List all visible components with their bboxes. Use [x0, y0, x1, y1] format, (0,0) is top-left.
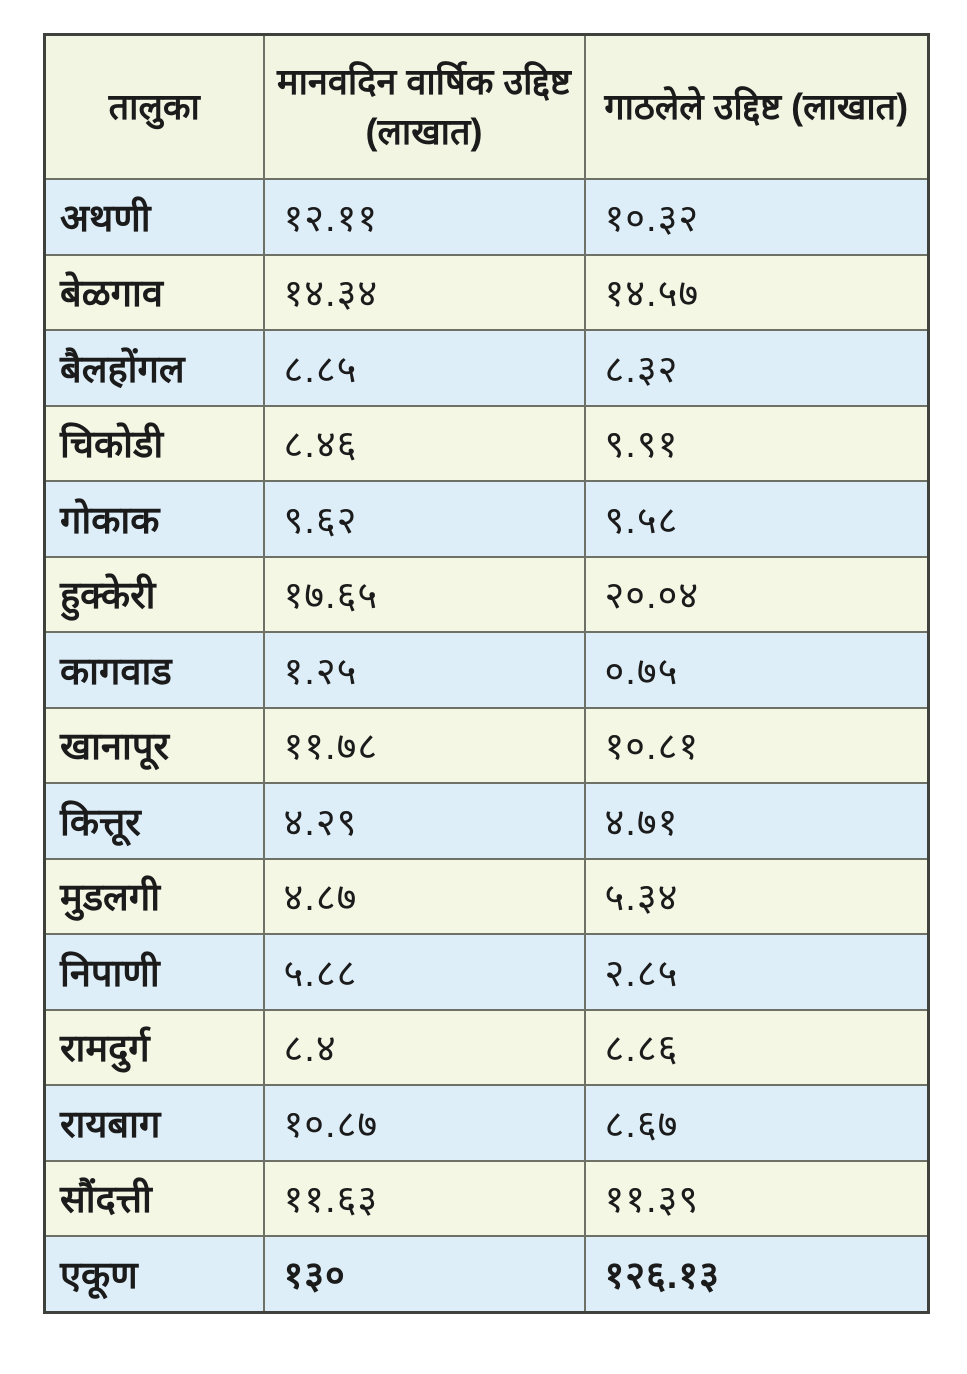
- annual-target-cell: १०.८७: [262, 1084, 586, 1162]
- taluka-cell: बेळगाव: [43, 253, 265, 331]
- table-row: अथणी १२.११ १०.३२: [43, 178, 930, 256]
- taluka-target-table: तालुका मानवदिन वार्षिक उद्दिष्ट (लाखात) …: [43, 33, 930, 1314]
- table-row: रामदुर्ग ८.४ ८.८६: [43, 1008, 930, 1086]
- taluka-cell: रायबाग: [43, 1084, 265, 1162]
- table-row: सौंदत्ती ११.६३ ११.३९: [43, 1159, 930, 1237]
- taluka-cell: निपाणी: [43, 933, 265, 1011]
- header-row: तालुका मानवदिन वार्षिक उद्दिष्ट (लाखात) …: [43, 33, 930, 180]
- annual-target-cell: १२.११: [262, 178, 586, 256]
- achieved-cell: २.८५: [583, 933, 930, 1011]
- annual-target-cell: ५.८८: [262, 933, 586, 1011]
- table-row: हुक्केरी १७.६५ २०.०४: [43, 555, 930, 633]
- taluka-cell: कागवाड: [43, 631, 265, 709]
- taluka-cell: मुडलगी: [43, 857, 265, 935]
- achieved-cell: १०.३२: [583, 178, 930, 256]
- taluka-cell: सौंदत्ती: [43, 1159, 265, 1237]
- achieved-cell: ८.६७: [583, 1084, 930, 1162]
- annual-target-cell: ४.२९: [262, 782, 586, 860]
- achieved-cell: १४.५७: [583, 253, 930, 331]
- taluka-cell: रामदुर्ग: [43, 1008, 265, 1086]
- annual-target-cell: ९.६२: [262, 480, 586, 558]
- annual-target-cell: १४.३४: [262, 253, 586, 331]
- achieved-cell: ११.३९: [583, 1159, 930, 1237]
- achieved-cell: २०.०४: [583, 555, 930, 633]
- achieved-cell: १२६.१३: [583, 1235, 930, 1313]
- annual-target-cell: ११.७८: [262, 706, 586, 784]
- table-row: कागवाड १.२५ ०.७५: [43, 631, 930, 709]
- taluka-cell: अथणी: [43, 178, 265, 256]
- achieved-cell: ८.३२: [583, 329, 930, 407]
- achieved-cell: ९.५८: [583, 480, 930, 558]
- taluka-cell: खानापूर: [43, 706, 265, 784]
- column-header-taluka: तालुका: [43, 33, 265, 180]
- achieved-cell: ४.७१: [583, 782, 930, 860]
- annual-target-cell: ११.६३: [262, 1159, 586, 1237]
- achieved-cell: ५.३४: [583, 857, 930, 935]
- table-row: रायबाग १०.८७ ८.६७: [43, 1084, 930, 1162]
- achieved-cell: ०.७५: [583, 631, 930, 709]
- achieved-cell: ८.८६: [583, 1008, 930, 1086]
- taluka-cell: एकूण: [43, 1235, 265, 1313]
- table-row: मुडलगी ४.८७ ५.३४: [43, 857, 930, 935]
- achieved-cell: १०.८१: [583, 706, 930, 784]
- annual-target-cell: १३०: [262, 1235, 586, 1313]
- annual-target-cell: ८.४: [262, 1008, 586, 1086]
- taluka-cell: गोकाक: [43, 480, 265, 558]
- achieved-cell: ९.९१: [583, 404, 930, 482]
- column-header-annual-target: मानवदिन वार्षिक उद्दिष्ट (लाखात): [262, 33, 586, 180]
- annual-target-cell: १.२५: [262, 631, 586, 709]
- table-row: निपाणी ५.८८ २.८५: [43, 933, 930, 1011]
- annual-target-cell: १७.६५: [262, 555, 586, 633]
- table-row: बेळगाव १४.३४ १४.५७: [43, 253, 930, 331]
- taluka-cell: चिकोडी: [43, 404, 265, 482]
- table-row: खानापूर ११.७८ १०.८१: [43, 706, 930, 784]
- taluka-cell: बैलहोंगल: [43, 329, 265, 407]
- taluka-cell: कित्तूर: [43, 782, 265, 860]
- annual-target-cell: ४.८७: [262, 857, 586, 935]
- annual-target-cell: ८.४६: [262, 404, 586, 482]
- table-row: चिकोडी ८.४६ ९.९१: [43, 404, 930, 482]
- column-header-achieved-target: गाठलेले उद्दिष्ट (लाखात): [583, 33, 930, 180]
- annual-target-cell: ८.८५: [262, 329, 586, 407]
- total-row: एकूण १३० १२६.१३: [43, 1235, 930, 1313]
- taluka-cell: हुक्केरी: [43, 555, 265, 633]
- table-row: गोकाक ९.६२ ९.५८: [43, 480, 930, 558]
- table-row: कित्तूर ४.२९ ४.७१: [43, 782, 930, 860]
- table-row: बैलहोंगल ८.८५ ८.३२: [43, 329, 930, 407]
